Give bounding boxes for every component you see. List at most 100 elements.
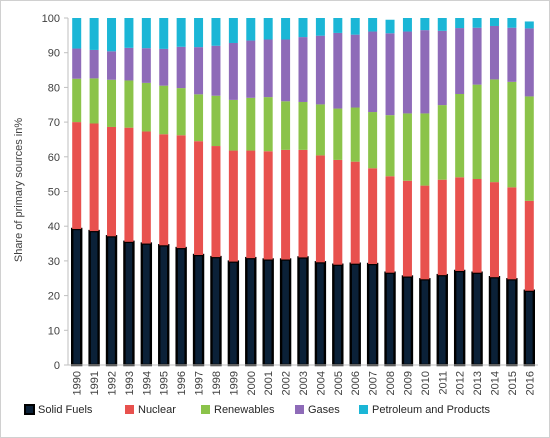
bar-petroleum-and-products-1992 (107, 18, 117, 52)
bar-gases-2015 (507, 27, 517, 82)
bar-nuclear-1993 (124, 127, 134, 242)
x-tick-label: 1996 (176, 371, 188, 395)
bar-renewables-2011 (437, 105, 447, 180)
bar-solid-fuels-1990 (71, 227, 83, 367)
bar-solid-fuels-2006 (349, 262, 361, 367)
bar-renewables-2009 (402, 113, 412, 181)
bar-petroleum-and-products-2006 (350, 18, 360, 35)
bar-gases-2013 (472, 27, 482, 85)
bar-solid-fuels-2000 (245, 256, 257, 367)
bar-gases-2004 (315, 35, 325, 105)
x-tick-label: 1995 (159, 371, 171, 395)
bar-solid-fuels-1994 (140, 242, 153, 367)
bar-solid-fuels-2004 (314, 261, 327, 367)
bar-renewables-2012 (455, 93, 465, 178)
bar-renewables-2016 (524, 96, 534, 201)
bar-petroleum-and-products-1996 (176, 18, 186, 47)
bar-renewables-1996 (176, 88, 186, 136)
bar-nuclear-1992 (107, 126, 117, 237)
bar-petroleum-and-products-2007 (368, 18, 378, 32)
bar-petroleum-and-products-2014 (489, 18, 499, 26)
bar-solid-fuels-1998 (210, 255, 222, 367)
bar-solid-fuels-2008 (384, 271, 396, 367)
bar-solid-fuels-1997 (192, 253, 205, 367)
bar-renewables-2014 (489, 79, 499, 183)
y-tick-label: 80 (48, 82, 60, 94)
bar-nuclear-2002 (281, 149, 291, 260)
bar-gases-2008 (385, 33, 395, 116)
bar-gases-1990 (72, 48, 82, 79)
x-tick-label: 2000 (246, 371, 258, 395)
bar-renewables-1995 (159, 85, 169, 135)
bar-nuclear-2007 (368, 168, 378, 265)
legend: Solid Fuels Nuclear Renewables Gases Petrole… (24, 404, 491, 416)
bar-solid-fuels-2003 (297, 256, 309, 367)
bar-solid-fuels-2005 (332, 263, 344, 367)
legend-swatch-nuclear (125, 405, 134, 414)
bar-renewables-2010 (420, 113, 430, 186)
x-tick-label: 2015 (507, 371, 519, 395)
bar-solid-fuels-2013 (471, 271, 483, 367)
legend-label-solid-fuels: Solid Fuels (38, 404, 93, 416)
bar-gases-1995 (159, 48, 169, 86)
y-tick-label: 70 (48, 117, 60, 129)
bar-nuclear-1997 (194, 141, 204, 256)
bar-renewables-2003 (298, 101, 308, 150)
bar-petroleum-and-products-2009 (402, 18, 412, 32)
bar-petroleum-and-products-1999 (228, 18, 238, 43)
x-tick-label: 2016 (524, 371, 536, 395)
x-tick-label: 2001 (263, 371, 275, 395)
y-tick-label: 90 (48, 48, 60, 60)
y-tick-label: 100 (42, 13, 60, 25)
bar-petroleum-and-products-2016 (524, 21, 534, 29)
bar-solid-fuels-1996 (175, 246, 187, 367)
bar-gases-1993 (124, 47, 134, 81)
x-tick-label: 2006 (350, 371, 362, 395)
bar-solid-fuels-2009 (401, 275, 414, 367)
bar-gases-2003 (298, 37, 308, 102)
bar-solid-fuels-2002 (279, 258, 292, 367)
bar-nuclear-2003 (298, 149, 308, 258)
bar-gases-2009 (402, 31, 412, 114)
legend-label-renewables: Renewables (214, 404, 275, 416)
bar-petroleum-and-products-2001 (263, 18, 273, 40)
bar-renewables-1994 (141, 82, 151, 132)
x-tick-label: 2014 (489, 371, 501, 395)
bar-petroleum-and-products-1995 (159, 18, 169, 49)
y-tick-label: 20 (48, 291, 60, 303)
x-tick-label: 1998 (211, 371, 223, 395)
bar-petroleum-and-products-2011 (437, 18, 447, 31)
bar-petroleum-and-products-2004 (315, 18, 325, 36)
bar-nuclear-2006 (350, 161, 360, 264)
x-tick-label: 1994 (141, 371, 153, 395)
legend-label-petroleum-and-products: Petroleum and Products (372, 404, 491, 416)
bar-nuclear-2008 (385, 176, 395, 273)
bar-petroleum-and-products-1998 (211, 18, 221, 46)
bar-gases-2002 (281, 39, 291, 102)
bar-petroleum-and-products-1993 (124, 18, 134, 48)
bar-renewables-2007 (368, 112, 378, 169)
bar-renewables-1999 (228, 99, 238, 151)
bar-renewables-2002 (281, 101, 291, 150)
x-tick-label: 2005 (333, 371, 345, 395)
legend-swatch-petroleum-and-products (359, 405, 368, 414)
bar-solid-fuels-1991 (88, 229, 100, 367)
y-tick-label: 50 (48, 187, 60, 199)
bar-nuclear-2011 (437, 179, 447, 276)
bar-solid-fuels-1993 (123, 240, 135, 367)
bar-renewables-2013 (472, 84, 482, 180)
bar-gases-2007 (368, 31, 378, 113)
bar-gases-1994 (141, 48, 151, 83)
bar-nuclear-1999 (228, 150, 238, 262)
legend-swatch-renewables (201, 405, 210, 414)
bar-solid-fuels-2012 (453, 269, 466, 367)
bar-nuclear-1995 (159, 134, 169, 246)
bar-nuclear-2012 (455, 177, 465, 271)
x-tick-label: 1991 (89, 371, 101, 395)
bar-nuclear-2014 (489, 182, 499, 278)
y-axis-title: Share of primary sources in% (13, 118, 25, 262)
y-tick-label: 30 (48, 256, 60, 268)
bar-renewables-1990 (72, 78, 82, 123)
y-tick-label: 10 (48, 325, 60, 337)
